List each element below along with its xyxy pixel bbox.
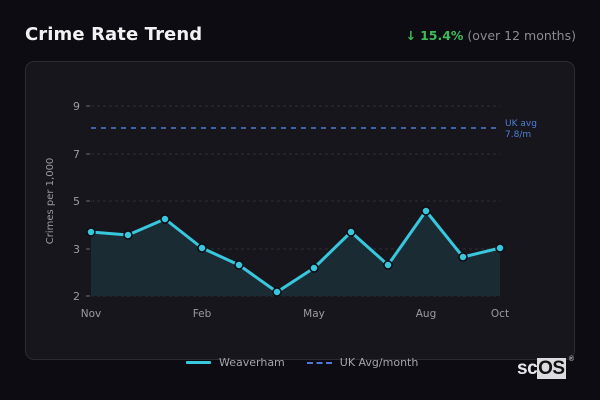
x-tick-label: May [303,308,325,320]
x-tick-label: Aug [416,308,437,320]
data-point[interactable] [458,252,468,262]
data-point[interactable] [495,243,505,253]
legend-item-weaverham[interactable]: Weaverham [186,356,285,369]
data-point[interactable] [383,260,393,270]
series-points [86,206,505,297]
x-tick-label: Nov [81,308,102,320]
y-tick-marks [86,105,90,297]
data-point[interactable] [234,260,244,270]
chart-legend: Weaverham UK Avg/month [186,356,440,369]
series-area-fill [91,211,500,296]
data-point[interactable] [160,214,170,224]
registered-icon: ® [568,356,574,363]
chart-card [25,61,575,360]
data-point[interactable] [346,227,356,237]
y-tick-label: 2 [73,290,80,303]
trend-note: (over 12 months) [467,28,576,43]
y-tick-label: 9 [73,100,80,113]
scos-logo: scOS ® [517,356,574,380]
y-axis-label: Crimes per 1,000 [45,158,56,245]
legend-label: UK Avg/month [339,356,419,369]
legend-item-uk-avg[interactable]: UK Avg/month [306,356,419,369]
dashed-line-swatch-icon [306,361,332,364]
y-tick-label: 5 [73,195,80,208]
trend-summary: ↓ 15.4% (over 12 months) [406,28,576,43]
logo-box: OS [537,358,566,379]
solid-line-swatch-icon [186,361,211,364]
data-point[interactable] [421,206,431,216]
data-point[interactable] [272,287,282,297]
chart-title: Crime Rate Trend [25,24,203,45]
data-point[interactable] [123,230,133,240]
data-point[interactable] [309,263,319,273]
trend-down-icon: ↓ [405,28,417,43]
data-point[interactable] [86,227,96,237]
data-point[interactable] [197,243,207,253]
trend-percentage: 15.4% [420,28,464,43]
x-tick-label: Feb [193,308,212,320]
y-tick-label: 7 [73,148,80,161]
x-tick-label: Oct [491,308,509,320]
logo-prefix: sc [517,358,538,379]
series-line-weaverham [90,209,501,294]
legend-label: Weaverham [219,356,285,369]
uk-avg-annotation: UK avg [505,119,537,129]
y-tick-label: 3 [73,243,80,256]
uk-avg-annotation-value: 7.8/m [505,130,531,140]
